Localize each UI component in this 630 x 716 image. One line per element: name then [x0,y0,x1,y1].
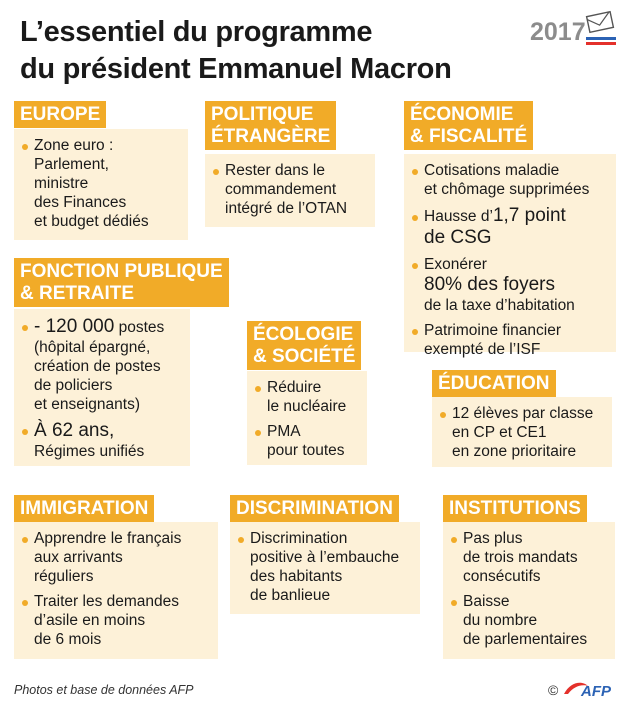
fonction-header: FONCTION PUBLIQUE & RETRAITE [14,258,229,307]
bullet-icon [412,169,418,175]
politique-header: POLITIQUE ÉTRANGÈRE [205,101,337,150]
ecologie-box: Réduire le nucléaire PMA pour toutes [247,371,367,465]
copyright-symbol: © [548,682,559,698]
education-box: 12 élèves par classe en CP et CE1 en zon… [432,397,612,467]
bullet-icon [412,329,418,335]
bullet-icon [451,537,457,543]
fonction-item-postes: - 120 000 postes (hôpital épargné, créat… [20,316,184,414]
economie-box: Cotisations maladie et chômage supprimée… [404,154,616,358]
bullet-icon [440,412,446,418]
page-title: L’essentiel du programme du président Em… [20,14,520,88]
europe-item: Zone euro : Parlement, ministre des Fina… [20,136,182,231]
discrimination-header: DISCRIMINATION [230,495,399,522]
afp-swoosh-icon [564,682,588,694]
fonction-item-retraite: À 62 ans, Régimes unifiés [20,420,184,461]
bullet-icon [22,429,28,435]
election-2017-logo: 2017 [530,10,616,46]
economie-item-taxe: Exonérer 80% des foyers de la taxe d’hab… [410,255,610,315]
politique-box: Rester dans le commandement intégré de l… [205,154,375,227]
economie-item-csg: Hausse d’1,7 point de CSG [410,205,610,249]
discrimination-box: Discrimination positive à l’embauche des… [230,522,420,614]
economie-header: ÉCONOMIE & FISCALITÉ [404,101,534,150]
ecologie-item-pma: PMA pour toutes [253,422,361,460]
europe-header: EUROPE [14,101,107,128]
discrimination-item: Discrimination positive à l’embauche des… [236,529,414,605]
flag-stripe-blue [586,37,616,40]
politique-item: Rester dans le commandement intégré de l… [211,161,369,218]
immigration-box: Apprendre le français aux arrivants régu… [14,522,218,659]
flag-stripe-red [586,42,616,45]
institutions-item-mandats: Pas plus de trois mandats consécutifs [449,529,609,586]
bullet-icon [22,325,28,331]
bullet-icon [255,430,261,436]
institutions-header: INSTITUTIONS [443,495,587,522]
economie-item-isf: Patrimoine financier exempté de l’ISF [410,321,610,359]
bullet-icon [255,386,261,392]
fonction-box: - 120 000 postes (hôpital épargné, créat… [14,309,190,466]
afp-logo: © AFP [548,682,612,700]
source-credit: Photos et base de données AFP [14,683,194,697]
education-item: 12 élèves par classe en CP et CE1 en zon… [438,404,606,461]
immigration-item-francais: Apprendre le français aux arrivants régu… [20,529,212,586]
bullet-icon [238,537,244,543]
institutions-box: Pas plus de trois mandats consécutifs Ba… [443,522,615,659]
afp-wordmark: AFP [580,683,612,700]
ecologie-item-nucleaire: Réduire le nucléaire [253,378,361,416]
institutions-item-parlementaires: Baisse du nombre de parlementaires [449,592,609,649]
economie-item-cotisations: Cotisations maladie et chômage supprimée… [410,161,610,199]
ecologie-header: ÉCOLOGIE & SOCIÉTÉ [247,321,362,370]
logo-year: 2017 [530,18,586,46]
bullet-icon [22,600,28,606]
bullet-icon [412,263,418,269]
ballot-envelope-icon [585,10,615,34]
immigration-header: IMMIGRATION [14,495,155,522]
bullet-icon [22,537,28,543]
bullet-icon [213,169,219,175]
immigration-item-asile: Traiter les demandes d’asile en moins de… [20,592,212,649]
bullet-icon [451,600,457,606]
europe-box: Zone euro : Parlement, ministre des Fina… [14,129,188,240]
bullet-icon [412,215,418,221]
bullet-icon [22,144,28,150]
title-line-2: du président Emmanuel Macron [20,53,452,85]
education-header: ÉDUCATION [432,370,556,397]
title-line-1: L’essentiel du programme [20,16,373,48]
